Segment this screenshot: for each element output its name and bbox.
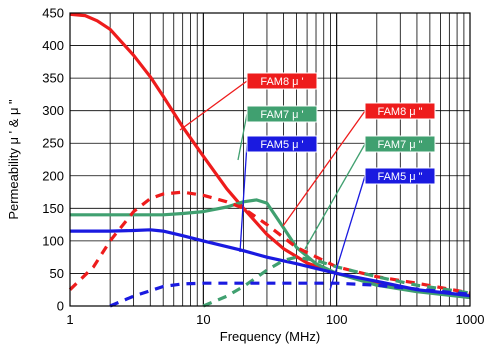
legend-leader-line	[282, 110, 366, 227]
y-tick-label: 150	[42, 201, 64, 216]
x-tick-label: 1	[66, 312, 73, 327]
y-axis-label: Permeability μ ' & μ "	[6, 99, 21, 220]
series-layer: FAM8 μ 'FAM7 μ 'FAM5 μ 'FAM8 μ "FAM7 μ "…	[68, 12, 471, 308]
series-line: FAM7 μ "	[202, 255, 471, 308]
legend-item: FAM5 μ "	[329, 167, 436, 291]
legend-leader-line	[179, 80, 248, 131]
legend-label: FAM7 μ '	[260, 109, 303, 121]
y-tick-label: 50	[50, 266, 64, 281]
plot-frame	[69, 12, 471, 307]
legend-item: FAM7 μ "	[304, 135, 436, 250]
series-line: FAM8 μ "	[68, 190, 471, 295]
legend-leader-line	[237, 113, 248, 161]
y-tick-label: 450	[42, 6, 64, 21]
legend-label: FAM5 μ "	[377, 171, 422, 183]
legend-box	[364, 135, 436, 153]
x-axis-label: Frequency (MHz)	[220, 329, 320, 344]
series-line: FAM5 μ "	[109, 281, 471, 308]
x-tick-label: 1000	[456, 312, 485, 327]
legend-box	[364, 167, 436, 185]
legend-item: FAM5 μ '	[239, 135, 318, 253]
legend-label: FAM8 μ "	[377, 106, 422, 118]
legend: FAM8 μ ' FAM7 μ ' FAM5 μ ' FAM8 μ " FAM7 μ "…	[179, 72, 436, 291]
legend-leader-line	[304, 143, 366, 250]
y-tick-label: 250	[42, 136, 64, 151]
y-tick-label: 300	[42, 103, 64, 118]
y-tick-label: 200	[42, 168, 64, 183]
legend-box	[246, 105, 318, 123]
y-tick-label: 350	[42, 71, 64, 86]
y-tick-label: 0	[57, 299, 64, 314]
legend-box	[246, 72, 318, 90]
y-tick-label: 100	[42, 233, 64, 248]
series-line: FAM8 μ '	[69, 12, 471, 300]
legend-leader-line	[239, 143, 248, 253]
legend-leader-line	[329, 175, 366, 291]
legend-box	[246, 135, 318, 153]
legend-item: FAM8 μ '	[179, 72, 318, 131]
x-tick-label: 10	[196, 312, 210, 327]
legend-item: FAM7 μ '	[237, 105, 318, 161]
y-tick-label: 400	[42, 38, 64, 53]
series-line: FAM5 μ '	[70, 228, 471, 298]
legend-box	[364, 102, 436, 120]
grid	[70, 13, 470, 306]
legend-label: FAM7 μ "	[377, 139, 422, 151]
x-tick-label: 100	[326, 312, 348, 327]
tick-labels: 1 10 100 1000 0 50 100 150 200 250 300 350 400 450	[42, 6, 484, 328]
legend-label: FAM5 μ '	[260, 139, 303, 151]
legend-label: FAM8 μ '	[260, 76, 303, 88]
legend-item: FAM8 μ "	[282, 102, 436, 227]
